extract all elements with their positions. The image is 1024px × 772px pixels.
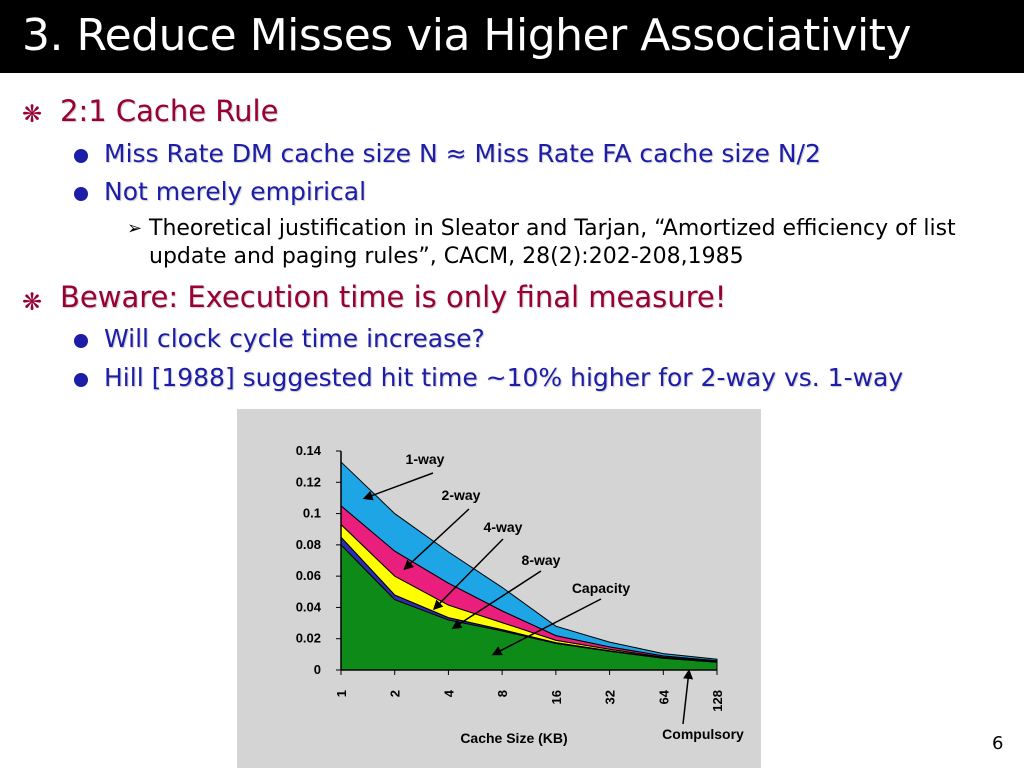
y-tick-label: 0.1 [303,506,321,521]
round-bullet-icon [74,373,88,387]
x-tick-label: 1 [334,690,349,697]
annotation-capacity: Capacity [572,580,631,596]
y-tick-label: 0.08 [296,537,321,552]
title-bar: 3. Reduce Misses via Higher Associativit… [0,0,1024,73]
annotation-arrow-1-way [362,472,434,501]
x-tick-label: 8 [495,690,510,697]
round-bullet-icon [74,334,88,348]
y-tick-label: 0.02 [296,631,321,646]
y-tick-label: 0.06 [296,568,321,583]
annotation-arrow-8-way [451,570,542,630]
annotation-1-way: 1-way [406,451,445,467]
arrowhead-bullet-icon: ➢ [127,218,143,239]
x-tick-label: 16 [549,690,564,704]
x-axis-label: Cache Size (KB) [460,730,567,746]
series-area-1-way [340,460,718,662]
y-tick-label: 0.04 [296,599,322,614]
annotation-8-way: 8-way [522,552,561,568]
bullet-beware: Beware: Execution time is only final mea… [60,280,727,314]
annotation-2-way: 2-way [442,487,481,503]
x-tick-label: 4 [441,689,456,697]
annotation-arrow-compulsory [682,669,694,725]
annotation-arrow-capacity [491,598,602,656]
bullet-clock-cycle: Will clock cycle time increase? [104,324,485,353]
y-tick-label: 0 [314,662,321,677]
bullet-2-1-cache-rule: 2:1 Cache Rule [60,94,279,128]
x-tick-label: 32 [603,690,618,704]
annotation-compulsory: Compulsory [662,726,744,742]
bullet-theoretical-line2: update and paging rules”, CACM, 28(2):20… [149,244,744,269]
bullet-miss-rate: Miss Rate DM cache size N ≈ Miss Rate FA… [104,139,821,168]
round-bullet-icon [74,187,88,201]
round-bullet-icon [74,149,88,163]
x-tick-label: 128 [710,690,725,712]
chart-svg: 0 0.02 0.04 0.06 0.08 0.1 0.12 0.14 1 2 4 8 16 32 64 12… [296,443,744,746]
annotation-arrow-4-way [432,538,504,611]
bullet-hill-1988: Hill [1988] suggested hit time ~10% high… [104,363,904,392]
asterisk-bullet-icon: ❋ [22,100,43,128]
y-tick-label: 0.12 [296,474,321,489]
annotation-4-way: 4-way [484,519,523,535]
x-tick-label: 64 [656,689,671,704]
bullet-theoretical-line1: Theoretical justification in Sleator and… [149,216,956,241]
x-tick-label: 2 [388,690,403,697]
slide-title: 3. Reduce Misses via Higher Associativit… [22,10,911,61]
page-number: 6 [992,733,1004,754]
miss-rate-chart: 0 0.02 0.04 0.06 0.08 0.1 0.12 0.14 1 2 4 8 16 32 64 12… [237,409,761,768]
bullet-not-merely-empirical: Not merely empirical [104,177,367,206]
asterisk-bullet-icon: ❋ [22,288,43,316]
y-tick-label: 0.14 [296,443,322,458]
annotation-arrow-2-way [403,508,470,571]
